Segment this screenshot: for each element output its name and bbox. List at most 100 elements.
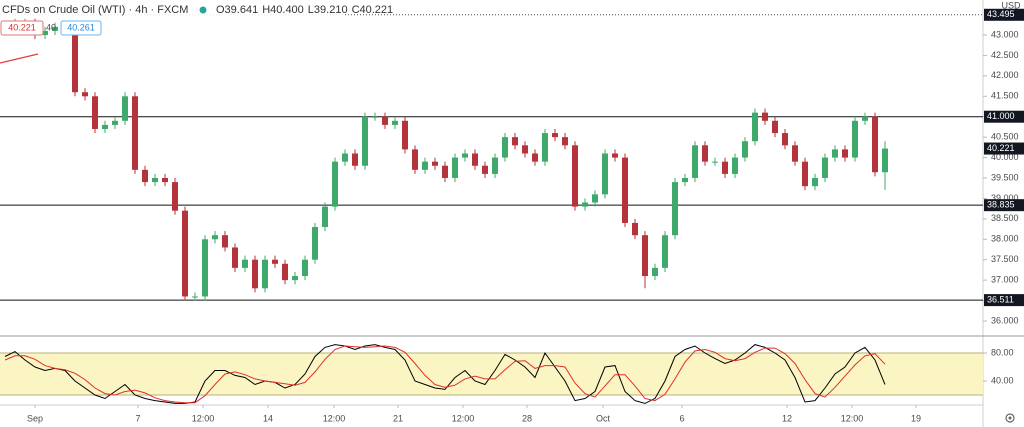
candle-body (492, 157, 498, 174)
top-line-label: 43.495 (987, 9, 1015, 19)
candle-body (172, 182, 178, 211)
sell-badge[interactable] (0, 20, 44, 36)
candle-body (682, 177, 688, 183)
candle-body (542, 133, 548, 162)
candle-body (72, 30, 78, 93)
y-tick-label: 42.000 (991, 70, 1019, 80)
ohlc-close: C40.221 (352, 4, 394, 16)
horizontal-line-badge (984, 294, 1024, 307)
candle-body (622, 157, 628, 223)
y-tick-label: 40.500 (991, 132, 1019, 142)
buy-badge[interactable] (60, 20, 102, 36)
x-tick-label: 12:00 (323, 413, 346, 423)
candle-body (792, 145, 798, 162)
x-tick-label: 19 (911, 413, 921, 423)
y-tick-label: 38.500 (991, 213, 1019, 223)
candle-body (812, 177, 818, 187)
ohlc-open: O39.641 (216, 4, 258, 16)
horizontal-line-badge (984, 199, 1024, 212)
x-tick-label: 14 (263, 413, 273, 423)
candle-body (372, 116, 378, 118)
candle-body (92, 96, 98, 129)
candle-body (772, 120, 778, 134)
x-tick-label: 12:00 (841, 413, 864, 423)
candle-body (42, 30, 48, 36)
chart-title: CFDs on Crude Oil (WTI) · 4h · FXCM (2, 4, 188, 16)
candle-body (832, 149, 838, 158)
last-price-label: 40.221 (987, 143, 1015, 153)
candle-body (782, 133, 788, 146)
trend-line (0, 53, 39, 64)
candle-body (102, 124, 108, 129)
candle-body (802, 161, 808, 187)
candle-body (212, 235, 218, 240)
candle-body (302, 259, 308, 277)
candle-body (382, 116, 388, 125)
gear-center (1008, 416, 1012, 420)
candle-body (142, 169, 148, 183)
oscillator-line (4, 345, 886, 404)
oscillator-line (4, 344, 886, 404)
candle-body (842, 149, 848, 158)
header: CFDs on Crude Oil (WTI) · 4h · FXCM O39.… (0, 1, 394, 36)
y-tick-label: 38.000 (991, 234, 1019, 244)
ohlc-low: L39.210 (308, 4, 348, 16)
x-tick-label: 12 (782, 413, 792, 423)
gear[interactable] (1005, 413, 1015, 423)
candle-body (602, 153, 608, 195)
x-tick-label: 6 (679, 413, 684, 423)
y-tick-label: 40.000 (991, 152, 1019, 162)
candle-body (332, 161, 338, 207)
y-axis-unit: USD (1001, 0, 1021, 10)
candle-body (672, 182, 678, 236)
candle-body (262, 259, 268, 289)
candle-body (742, 141, 748, 158)
y-tick-label: 80.00 (991, 347, 1014, 357)
candle-body (322, 206, 328, 228)
candle-body (752, 112, 758, 142)
candle-body (362, 116, 368, 166)
y-tick-label: 37.500 (991, 254, 1019, 264)
candle-body (872, 116, 878, 173)
candle-body (662, 235, 668, 268)
candle-body (192, 296, 198, 298)
x-tick-label: 12:00 (192, 413, 215, 423)
candle-body (762, 112, 768, 121)
candle-body (612, 153, 618, 158)
horizontal-line-label: 38.835 (987, 200, 1015, 210)
candle-body (712, 161, 718, 163)
candle-body (562, 137, 568, 146)
candle-body (632, 222, 638, 236)
sell-price: 40.221 (8, 22, 36, 32)
top-line-badge (984, 8, 1024, 21)
horizontal-line-label: 36.511 (987, 294, 1014, 304)
horizontal-line-label: 41.000 (987, 111, 1015, 121)
candle-body (352, 153, 358, 166)
candle-body (482, 165, 488, 174)
candle-body (472, 153, 478, 166)
spread: 40 (46, 22, 56, 32)
x-tick-label: 12:00 (452, 413, 475, 423)
candle-body (882, 148, 888, 173)
candle-body (222, 235, 228, 248)
candle-body (522, 145, 528, 154)
last-price-badge (984, 142, 1024, 155)
candle-body (642, 235, 648, 277)
candle-body (122, 96, 128, 121)
candle-body (452, 157, 458, 178)
candle-body (412, 149, 418, 170)
candle-body (432, 161, 438, 166)
x-tick-label: 28 (522, 413, 532, 423)
candle-body (82, 92, 88, 97)
candle-body (652, 267, 658, 277)
candle-body (582, 202, 588, 207)
status-dot (199, 6, 207, 14)
y-tick-label: 39.000 (991, 193, 1019, 203)
candle-body (342, 153, 348, 162)
settings-icon[interactable] (1005, 413, 1015, 423)
x-tick-label: Oct (596, 413, 611, 423)
candle-body (182, 210, 188, 297)
candle-body (862, 116, 868, 121)
y-tick-label: 41.500 (991, 91, 1019, 101)
candle-body (292, 276, 298, 281)
